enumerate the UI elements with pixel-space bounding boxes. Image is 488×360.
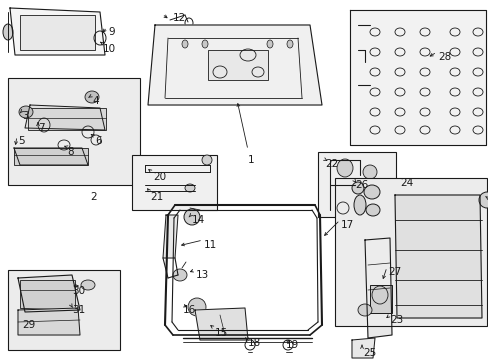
- Ellipse shape: [19, 106, 33, 118]
- Text: 26: 26: [354, 180, 367, 190]
- Polygon shape: [195, 308, 247, 340]
- Text: 20: 20: [153, 172, 166, 182]
- Text: 9: 9: [108, 27, 114, 37]
- Ellipse shape: [353, 195, 365, 215]
- Bar: [132, 155, 217, 210]
- Text: 1: 1: [247, 155, 254, 165]
- Polygon shape: [14, 148, 88, 165]
- Ellipse shape: [266, 40, 272, 48]
- Ellipse shape: [351, 182, 363, 194]
- Ellipse shape: [365, 204, 379, 216]
- Text: 2: 2: [90, 192, 97, 202]
- Ellipse shape: [3, 24, 13, 40]
- Polygon shape: [18, 275, 80, 312]
- Text: 8: 8: [67, 147, 74, 157]
- Ellipse shape: [182, 40, 187, 48]
- Text: 6: 6: [95, 136, 102, 146]
- Text: 5: 5: [18, 136, 24, 146]
- Bar: [8, 270, 120, 350]
- Text: 3: 3: [22, 111, 29, 121]
- Text: 7: 7: [38, 123, 44, 133]
- Text: 19: 19: [285, 340, 299, 350]
- Ellipse shape: [202, 155, 212, 165]
- Ellipse shape: [184, 184, 195, 192]
- Bar: [317, 152, 395, 217]
- Text: 17: 17: [340, 220, 353, 230]
- Bar: [20, 280, 75, 308]
- Text: 24: 24: [399, 178, 412, 188]
- Text: 10: 10: [103, 44, 116, 54]
- Polygon shape: [25, 105, 105, 130]
- Ellipse shape: [378, 249, 390, 261]
- Bar: [369, 285, 391, 313]
- Text: 11: 11: [203, 240, 217, 250]
- Polygon shape: [349, 10, 485, 145]
- Polygon shape: [148, 25, 321, 105]
- Polygon shape: [351, 338, 374, 358]
- Ellipse shape: [173, 269, 186, 281]
- Bar: [207, 50, 267, 80]
- Bar: [14, 148, 88, 165]
- Bar: [28, 108, 106, 130]
- Text: 16: 16: [183, 305, 196, 315]
- Text: 12: 12: [173, 13, 186, 23]
- Text: 25: 25: [362, 348, 375, 358]
- Ellipse shape: [478, 192, 488, 208]
- Text: 30: 30: [72, 286, 85, 296]
- Ellipse shape: [363, 185, 379, 199]
- Text: 21: 21: [150, 192, 163, 202]
- Text: 28: 28: [437, 52, 450, 62]
- Bar: [8, 78, 140, 185]
- Text: 31: 31: [72, 305, 85, 315]
- Ellipse shape: [357, 304, 371, 316]
- Polygon shape: [163, 215, 178, 258]
- Polygon shape: [18, 308, 80, 335]
- Text: 15: 15: [215, 328, 228, 338]
- Text: 22: 22: [325, 159, 338, 169]
- Ellipse shape: [286, 40, 292, 48]
- Text: 4: 4: [92, 96, 99, 106]
- Text: 13: 13: [196, 270, 209, 280]
- Ellipse shape: [202, 40, 207, 48]
- Text: 23: 23: [389, 315, 403, 325]
- Ellipse shape: [336, 159, 352, 177]
- Ellipse shape: [81, 280, 95, 290]
- Ellipse shape: [183, 209, 200, 225]
- Text: 27: 27: [387, 267, 401, 277]
- Ellipse shape: [85, 91, 99, 103]
- Bar: [20, 15, 95, 50]
- Polygon shape: [10, 8, 105, 55]
- Polygon shape: [364, 238, 391, 338]
- Polygon shape: [394, 195, 481, 318]
- Bar: [334, 178, 486, 326]
- Ellipse shape: [362, 165, 376, 179]
- Ellipse shape: [187, 298, 205, 316]
- Text: 18: 18: [247, 338, 261, 348]
- Text: 29: 29: [22, 320, 35, 330]
- Text: 14: 14: [192, 215, 205, 225]
